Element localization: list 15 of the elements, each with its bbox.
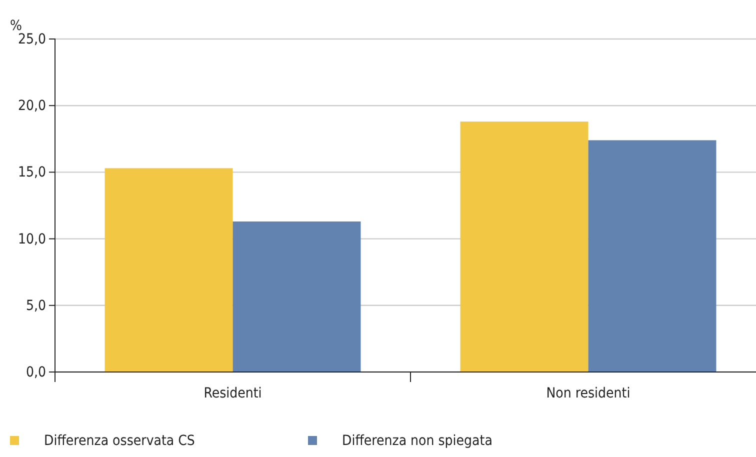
y-axis-title: % [10,18,22,34]
bar [104,168,233,372]
y-tick-label: 10,0 [18,231,46,248]
legend-label: Differenza osservata CS [44,433,195,449]
y-tick-label: 5,0 [26,298,46,314]
legend-label: Differenza non spiegata [342,433,492,449]
x-tick-label: Non residenti [546,385,630,402]
bar [588,140,716,372]
bar [232,221,361,372]
y-tick-label: 15,0 [18,164,46,181]
bar [460,122,588,372]
y-tick-label: 20,0 [18,98,46,114]
y-tick-label: 25,0 [18,31,46,48]
x-tick-label: Residenti [204,385,262,402]
y-tick-label: 0,0 [26,364,46,380]
